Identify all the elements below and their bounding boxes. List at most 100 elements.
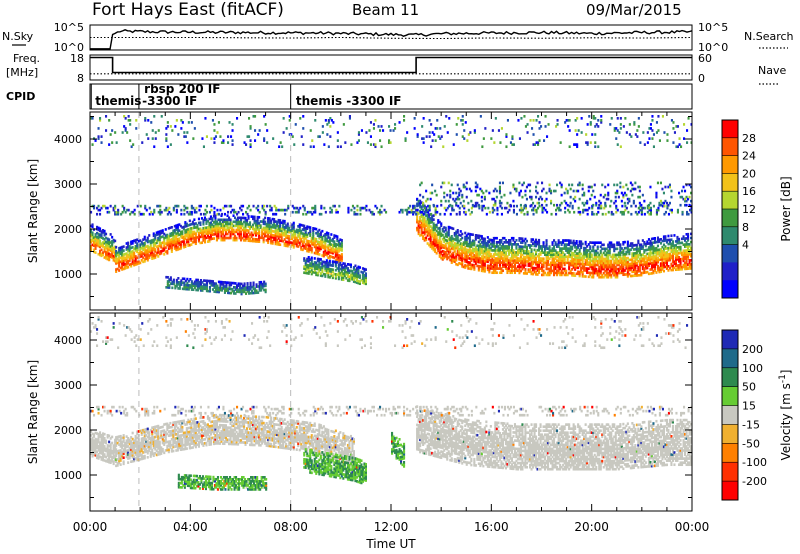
power-cell — [438, 249, 441, 252]
power-cell — [97, 127, 100, 130]
power-cell — [417, 202, 420, 205]
power-cell — [614, 271, 617, 275]
power-cell — [581, 242, 584, 246]
power-cell — [354, 264, 357, 268]
power-cell — [426, 232, 429, 235]
power-cell — [583, 256, 586, 260]
power-cell — [169, 240, 172, 244]
power-cell — [536, 263, 539, 266]
power-cell — [217, 286, 220, 290]
power-cell — [208, 229, 211, 233]
power-cell — [629, 248, 632, 252]
power-cell — [655, 261, 658, 264]
power-cell — [160, 235, 163, 239]
power-cell — [182, 225, 185, 229]
power-cell — [431, 216, 434, 220]
power-cell — [316, 252, 319, 256]
power-cell — [191, 232, 194, 236]
power-cell — [485, 250, 488, 253]
power-cell — [602, 271, 605, 275]
power-cell — [601, 273, 604, 277]
power-cell — [156, 204, 159, 208]
power-cell — [172, 208, 175, 212]
power-cell — [619, 261, 622, 265]
power-cell — [185, 222, 188, 226]
power-cell — [319, 247, 322, 251]
power-cell — [241, 228, 244, 232]
power-cell — [597, 206, 600, 210]
power-cell — [277, 237, 280, 240]
power-cell — [252, 227, 255, 231]
power-cell — [324, 267, 327, 270]
power-cell — [664, 237, 667, 240]
power-cell — [468, 234, 471, 238]
power-cell — [412, 210, 415, 214]
power-cell — [516, 259, 519, 262]
power-cell — [525, 250, 528, 253]
power-cell — [509, 243, 512, 246]
power-cell — [519, 249, 522, 253]
power-cell — [225, 285, 228, 288]
power-cell — [458, 255, 461, 259]
power-cell — [489, 246, 492, 250]
power-cell — [509, 259, 512, 262]
power-cell — [474, 246, 477, 249]
power-cell — [266, 129, 269, 132]
power-cell — [318, 249, 321, 252]
power-cell — [515, 212, 518, 216]
power-cell — [415, 208, 418, 212]
power-cell — [211, 219, 214, 222]
power-cell — [474, 234, 477, 237]
power-cell — [559, 259, 562, 263]
power-cell — [155, 245, 158, 249]
power-cell — [655, 255, 658, 258]
power-cell — [318, 270, 321, 273]
power-cell — [155, 241, 158, 245]
power-cell — [538, 204, 541, 208]
power-cell — [121, 245, 124, 249]
power-cell — [170, 234, 173, 237]
power-cell — [202, 220, 205, 224]
power-cell — [545, 245, 548, 248]
power-cell — [551, 243, 554, 246]
power-cell — [184, 287, 187, 291]
power-cell — [599, 245, 602, 249]
power-cell — [462, 257, 465, 261]
power-cell — [105, 240, 108, 244]
power-cell — [524, 262, 527, 265]
power-cell — [428, 217, 431, 221]
power-cell — [109, 245, 112, 248]
power-cell — [277, 220, 280, 224]
power-cell — [307, 248, 310, 251]
power-cell — [178, 237, 181, 241]
power-cell — [184, 279, 187, 283]
power-cell — [494, 267, 497, 270]
power-cell — [157, 251, 160, 254]
power-cell — [288, 241, 291, 244]
power-cell — [298, 237, 301, 241]
power-cell — [220, 214, 223, 218]
power-cell — [124, 117, 127, 120]
power-cell — [315, 246, 318, 249]
power-cell — [324, 119, 327, 122]
power-cell — [294, 236, 297, 239]
power-cell — [628, 248, 631, 252]
power-cell — [584, 250, 587, 254]
power-cell — [330, 239, 333, 242]
power-cell — [187, 240, 190, 243]
power-cell — [566, 257, 569, 261]
power-cell — [178, 229, 181, 232]
power-cell — [277, 229, 280, 232]
power-cell — [613, 271, 616, 275]
power-cell — [133, 255, 136, 259]
power-cell — [434, 224, 437, 227]
power-cell — [593, 271, 596, 275]
power-cell — [280, 235, 283, 239]
power-cell — [315, 267, 318, 271]
power-cell — [173, 243, 176, 246]
power-cell — [532, 266, 535, 270]
power-cell — [534, 204, 537, 208]
power-cell — [629, 268, 632, 272]
power-cell — [671, 254, 674, 258]
power-cell — [608, 245, 611, 249]
